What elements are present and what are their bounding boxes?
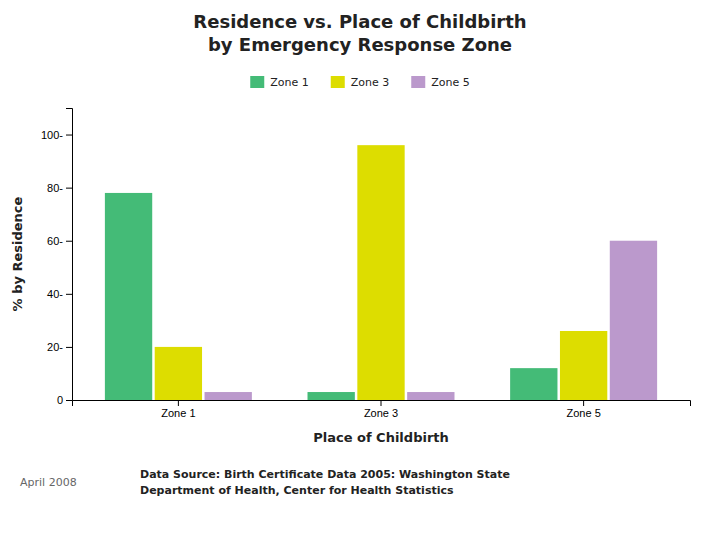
y-tick-mark — [66, 347, 72, 348]
bar — [105, 193, 152, 400]
x-axis-line — [73, 401, 691, 407]
y-tick: 80- — [47, 182, 72, 194]
plot: 0 20- 40- 60- 80- 100- Zone 1 Zone 3 Zone 5 — [41, 109, 691, 419]
legend-swatch — [250, 76, 264, 88]
x-tick-mark — [583, 400, 584, 406]
y-tick-label: 60- — [47, 235, 63, 247]
x-tick-label: Zone 5 — [566, 407, 600, 419]
bar — [205, 392, 252, 400]
x-tick-mark — [381, 400, 382, 406]
x-tick: Zone 1 — [161, 400, 195, 419]
bar — [610, 241, 657, 400]
y-tick-mark — [66, 400, 72, 401]
bar — [357, 145, 404, 400]
y-tick: 60- — [47, 235, 72, 247]
annotation: Data Source: Birth Certificate Data 2005… — [140, 468, 510, 497]
x-tick: Zone 5 — [566, 400, 600, 419]
bar — [407, 392, 454, 400]
y-tick-mark — [66, 188, 72, 189]
y-tick-label: 40- — [47, 288, 63, 300]
y-axis-title: % by Residence — [10, 196, 25, 311]
y-tick: 100- — [41, 129, 72, 141]
y-axis-line — [66, 109, 73, 401]
bar — [155, 347, 202, 400]
bar — [308, 392, 355, 400]
chart: Residence vs. Place of Childbirthby Emer… — [0, 0, 720, 540]
legend: Zone 1 Zone 3 Zone 5 — [250, 76, 470, 89]
legend-label: Zone 3 — [351, 76, 390, 89]
x-axis-title: Place of Childbirth — [313, 430, 449, 445]
y-axis: 0 20- 40- 60- 80- 100- — [41, 109, 73, 407]
y-tick: 0 — [57, 394, 72, 406]
bar — [510, 368, 557, 400]
legend-item: Zone 5 — [411, 76, 470, 89]
x-tick: Zone 3 — [364, 400, 398, 419]
bar-series — [155, 145, 608, 400]
x-tick-label: Zone 1 — [161, 407, 195, 419]
legend-label: Zone 5 — [431, 76, 470, 89]
bar — [560, 331, 607, 400]
y-tick-label: 80- — [47, 182, 63, 194]
x-tick-label: Zone 3 — [364, 407, 398, 419]
y-tick-mark — [66, 241, 72, 242]
bars — [105, 145, 657, 400]
legend-item: Zone 1 — [250, 76, 309, 89]
y-tick: 20- — [47, 341, 72, 353]
y-tick-label: 0 — [57, 394, 63, 406]
x-tick-mark — [178, 400, 179, 406]
bar-series — [205, 241, 658, 400]
legend-swatch — [331, 76, 345, 88]
bar-series — [105, 193, 558, 400]
y-tick-mark — [66, 135, 72, 136]
y-tick-label: 20- — [47, 341, 63, 353]
y-tick-mark — [66, 294, 72, 295]
x-axis: Zone 1 Zone 3 Zone 5 — [73, 400, 691, 419]
annotation: April 2008 — [20, 476, 77, 489]
y-tick: 40- — [47, 288, 72, 300]
legend-item: Zone 3 — [331, 76, 390, 89]
legend-swatch — [411, 76, 425, 88]
legend-label: Zone 1 — [270, 76, 309, 89]
y-tick-label: 100- — [41, 129, 63, 141]
title: Residence vs. Place of Childbirthby Emer… — [193, 11, 526, 55]
